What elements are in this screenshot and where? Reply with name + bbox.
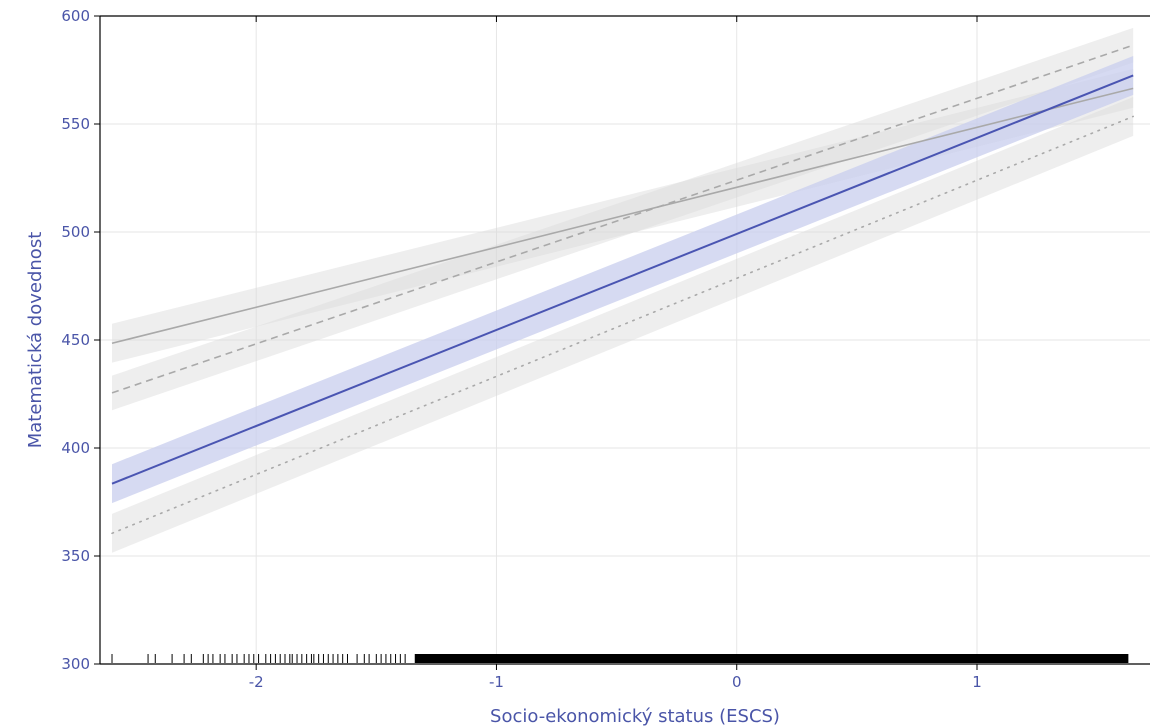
y-tick-label: 350 <box>61 547 90 565</box>
x-tick-label: 0 <box>732 673 742 691</box>
x-tick-label: -1 <box>489 673 504 691</box>
regression-line-1 <box>111 87 1134 345</box>
x-axis-title: Socio-ekonomický status (ESCS) <box>490 706 780 727</box>
rug-dense-block <box>414 654 1129 663</box>
y-tick-label: 400 <box>61 439 90 457</box>
y-tick-label: 550 <box>61 115 90 133</box>
rug-plot <box>111 654 1129 663</box>
confidence-band-3 <box>112 97 1134 553</box>
confidence-band-2 <box>112 27 1134 411</box>
regression-lines <box>111 44 1134 535</box>
confidence-bands <box>112 27 1134 553</box>
y-tick-label: 500 <box>61 223 90 241</box>
x-tick-label: -2 <box>249 673 264 691</box>
y-tick-label: 600 <box>61 7 90 25</box>
y-tick-label: 450 <box>61 331 90 349</box>
axes <box>94 15 1150 670</box>
x-tick-label: 1 <box>972 673 982 691</box>
y-axis-title: Matematická dovednost <box>25 232 46 449</box>
y-tick-label: 300 <box>61 655 90 673</box>
tick-labels: -2 -1 0 1 300 350 400 450 500 550 600 <box>61 7 981 691</box>
regression-line-4 <box>111 74 1134 485</box>
